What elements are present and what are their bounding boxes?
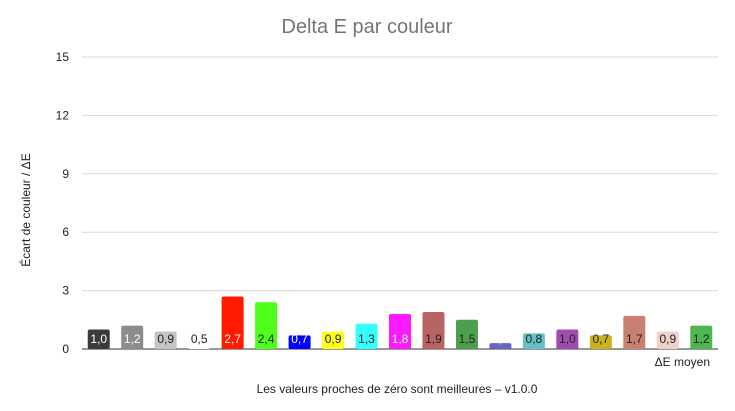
bar [154, 331, 177, 349]
bar-value-label: 1,3 [358, 332, 375, 346]
bar-value-label: 2,7 [224, 332, 241, 346]
bar [121, 325, 144, 349]
y-tick-label: 12 [56, 108, 70, 122]
bar-value-label: 0,3 [492, 332, 509, 346]
bar-value-label: 1,9 [425, 332, 442, 346]
y-tick-label: 0 [62, 342, 69, 356]
bar-value-label: 1,8 [392, 332, 409, 346]
bar [656, 331, 679, 349]
bar-value-label: 1,7 [626, 332, 643, 346]
bar [489, 343, 512, 349]
y-axis-ticks: 0 3 6 9 12 15 [56, 50, 70, 356]
y-tick-label: 6 [62, 225, 69, 239]
bar-value-label: 0,5 [191, 332, 208, 346]
bar [389, 313, 411, 349]
bar [556, 329, 579, 349]
bar-value-label: 2,4 [258, 332, 275, 346]
bar-value-label: 1,2 [693, 332, 710, 346]
bar [322, 331, 345, 349]
x-axis-category-label: ΔE moyen [655, 355, 710, 369]
value-labels: 1,0 1,2 0,9 0,5 2,7 2,4 0,7 0,9 1,3 1,8 1,9 1,5 0,3 0… [90, 332, 710, 346]
bar-value-label: 1,2 [124, 332, 141, 346]
bar [87, 329, 110, 349]
x-axis-label: Les valeurs proches de zéro sont meilleu… [257, 382, 538, 396]
y-tick-label: 15 [56, 50, 70, 64]
bar [522, 333, 545, 349]
bar-value-label: 0,9 [325, 332, 342, 346]
bar-value-label: 0,9 [659, 332, 676, 346]
bars [87, 296, 713, 349]
bar [355, 323, 378, 349]
bar [288, 335, 311, 349]
bar [623, 315, 646, 349]
bar [188, 339, 211, 349]
chart-title: Delta E par couleur [281, 16, 453, 38]
bar [455, 319, 478, 349]
y-tick-label: 3 [62, 284, 69, 298]
y-axis-label: Écart de couleur / ΔE [18, 153, 33, 266]
y-tick-label: 9 [62, 167, 69, 181]
bar [422, 312, 445, 349]
bar-value-label: 1,5 [459, 332, 476, 346]
bar-value-label: 0,7 [592, 332, 609, 346]
bar [221, 296, 244, 349]
bar [690, 325, 713, 349]
gridlines [82, 56, 718, 350]
bar-value-label: 1,0 [559, 332, 576, 346]
bar-value-label: 0,7 [291, 332, 308, 346]
bar-value-label: 1,0 [90, 332, 107, 346]
bar-value-label: 0,8 [526, 332, 543, 346]
bar-value-label: 0,9 [157, 332, 174, 346]
bar [589, 335, 612, 349]
bar [255, 302, 278, 349]
